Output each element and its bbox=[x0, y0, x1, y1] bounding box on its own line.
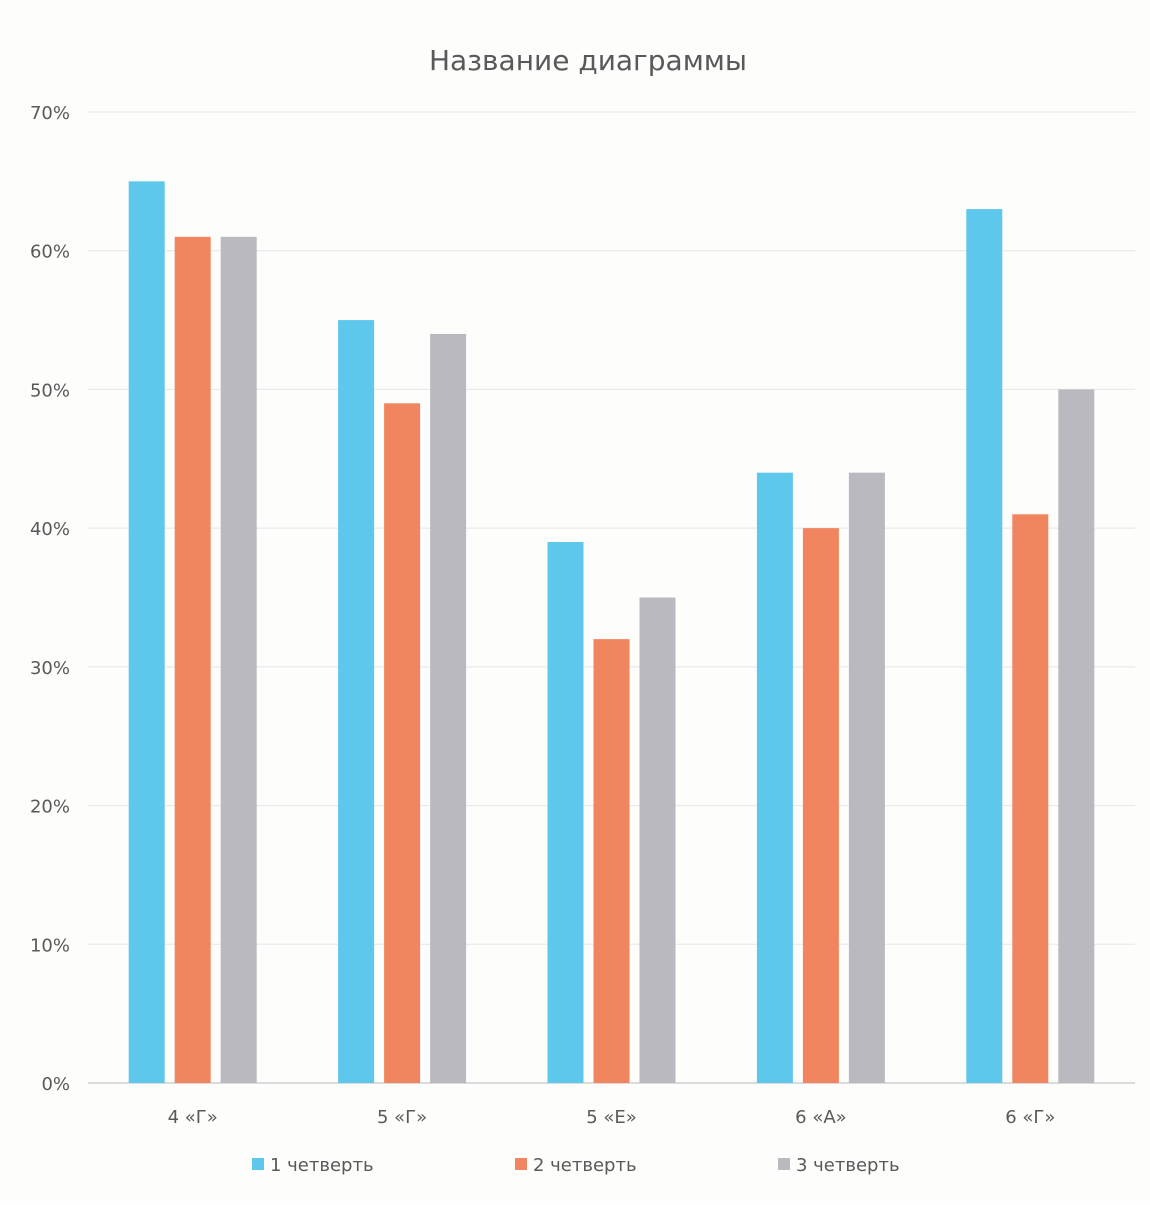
bar-3 bbox=[220, 236, 257, 1084]
legend: 1 четверть 2 четверть 3 четверть bbox=[252, 1155, 900, 1176]
legend-label: 3 четверть bbox=[796, 1155, 900, 1176]
bar-3 bbox=[1058, 389, 1095, 1083]
bar-1 bbox=[966, 209, 1003, 1084]
x-axis-tick-labels: 4 «Г» 5 «Г» 5 «Е» 6 «А» 6 «Г» bbox=[168, 1107, 1056, 1128]
gridlines bbox=[88, 111, 1135, 1084]
y-tick-label: 50% bbox=[30, 380, 70, 401]
y-axis-tick-labels: 0% 10% 20% 30% 40% 50% 60% 70% bbox=[30, 103, 70, 1095]
bar-1 bbox=[756, 472, 793, 1084]
legend-label: 1 четверть bbox=[270, 1155, 374, 1176]
x-tick-label: 6 «А» bbox=[795, 1107, 847, 1128]
bar-3 bbox=[848, 472, 885, 1084]
bar-2 bbox=[384, 403, 421, 1083]
bar-1 bbox=[128, 181, 165, 1083]
legend-swatch bbox=[778, 1158, 790, 1170]
y-tick-label: 30% bbox=[30, 658, 70, 679]
bar-3 bbox=[430, 333, 467, 1083]
x-tick-label: 5 «Е» bbox=[586, 1107, 637, 1128]
y-tick-label: 40% bbox=[30, 519, 70, 540]
y-tick-label: 70% bbox=[30, 103, 70, 124]
bar-2 bbox=[802, 528, 839, 1083]
legend-label: 2 четверть bbox=[533, 1155, 637, 1176]
chart-title: Название диаграммы bbox=[429, 44, 747, 77]
y-tick-label: 10% bbox=[30, 935, 70, 956]
legend-swatch bbox=[515, 1158, 527, 1170]
bar-3 bbox=[639, 597, 676, 1083]
bar-2 bbox=[174, 236, 211, 1084]
y-tick-label: 0% bbox=[41, 1074, 70, 1095]
bar-1 bbox=[338, 320, 375, 1084]
y-tick-label: 60% bbox=[30, 242, 70, 263]
y-tick-label: 20% bbox=[30, 797, 70, 818]
bars bbox=[128, 181, 1095, 1084]
x-tick-label: 5 «Г» bbox=[377, 1107, 427, 1128]
x-tick-label: 6 «Г» bbox=[1005, 1107, 1055, 1128]
bar-1 bbox=[547, 542, 584, 1083]
x-tick-label: 4 «Г» bbox=[168, 1107, 218, 1128]
legend-swatch bbox=[252, 1158, 264, 1170]
bar-2 bbox=[593, 639, 630, 1083]
bar-2 bbox=[1012, 514, 1049, 1083]
